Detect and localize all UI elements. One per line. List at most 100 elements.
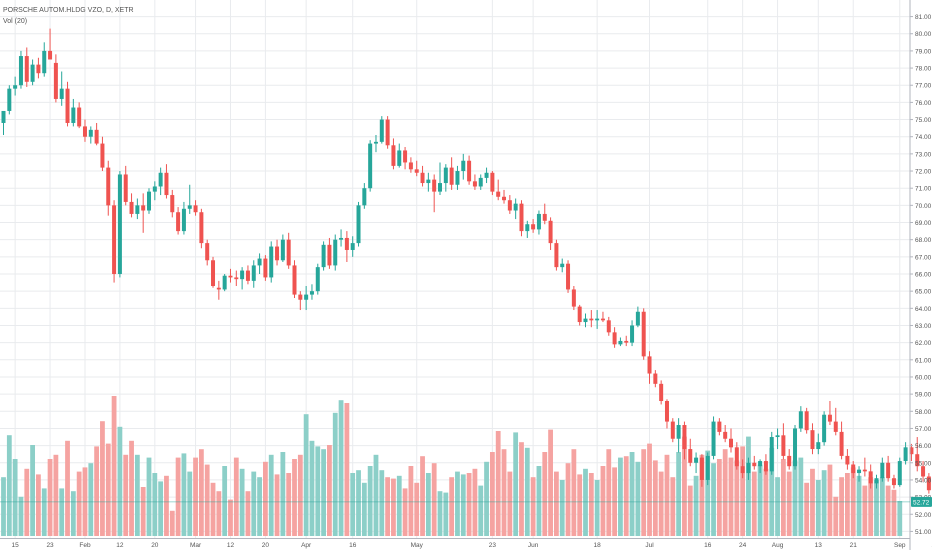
candle <box>415 161 419 176</box>
volume-bar <box>583 469 588 536</box>
candle <box>293 260 297 298</box>
candle-body <box>194 205 198 212</box>
candle-body <box>31 65 35 82</box>
candle-body <box>566 264 570 290</box>
candle <box>508 195 512 214</box>
candle-body <box>124 174 128 201</box>
candle-body <box>25 56 29 82</box>
candle-body <box>269 247 273 278</box>
candle <box>234 271 238 286</box>
volume-bar <box>1 477 6 536</box>
candle-body <box>176 212 180 231</box>
volume-bar <box>106 444 111 536</box>
candle <box>71 99 75 126</box>
candle <box>659 380 663 404</box>
candle <box>595 310 599 329</box>
candle-body <box>112 205 116 274</box>
candle-body <box>415 169 419 172</box>
y-tick-label: 79.00 <box>915 48 932 55</box>
volume-bar <box>129 441 134 536</box>
candle-body <box>287 240 291 266</box>
volume-bar <box>286 473 291 536</box>
candle-body <box>869 471 873 483</box>
volume-bar <box>397 476 402 536</box>
volume-bar <box>490 452 495 536</box>
x-tick-label: 16 <box>349 542 357 549</box>
candle-body <box>426 180 430 183</box>
candle <box>36 58 40 79</box>
x-tick-label: 12 <box>227 542 235 549</box>
candle-body <box>304 295 308 300</box>
volume-bar <box>729 458 734 536</box>
candle-body <box>525 224 529 231</box>
x-tick-label: May <box>411 542 424 549</box>
candle-body <box>36 65 40 74</box>
last-price-label: 52.72 <box>913 499 930 506</box>
volume-bar <box>374 455 379 536</box>
volume-bar <box>531 477 536 536</box>
volume-bar <box>618 458 623 536</box>
candle-body <box>904 447 908 461</box>
candle-body <box>217 288 221 290</box>
y-tick-label: 74.00 <box>915 134 932 141</box>
candle-body <box>560 264 564 267</box>
candle-body <box>263 259 267 278</box>
candle-body <box>351 243 355 250</box>
volume-bar <box>601 466 606 536</box>
x-tick-label: 18 <box>594 542 602 549</box>
volume-bar <box>176 458 181 536</box>
x-tick-label: Apr <box>301 542 312 549</box>
overlay-layer: 52.72 <box>0 497 932 507</box>
candle-body <box>717 422 721 432</box>
candle-body <box>642 312 646 357</box>
volume-indicator-label: Vol (20) <box>3 16 134 27</box>
candle-body <box>618 341 622 344</box>
volume-bar <box>828 465 833 536</box>
volume-bar <box>193 458 198 536</box>
candle-body <box>828 415 832 422</box>
candle-body <box>164 173 168 195</box>
candle <box>514 198 518 219</box>
candle <box>735 442 739 469</box>
candle-body <box>60 89 64 99</box>
candle <box>467 156 471 185</box>
volume-bar <box>275 474 280 536</box>
candle <box>601 312 605 322</box>
candle-body <box>362 188 366 205</box>
candle <box>339 229 343 246</box>
candle-body <box>135 205 139 214</box>
candle <box>164 164 168 198</box>
volume-bar <box>781 459 786 536</box>
candle-body <box>77 108 81 127</box>
y-tick-label: 58.00 <box>915 409 932 416</box>
volume-bar <box>810 469 815 536</box>
candle <box>182 202 186 235</box>
candle <box>421 166 425 187</box>
candle-body <box>7 89 11 111</box>
candle <box>112 200 116 282</box>
candle-body <box>508 200 512 210</box>
volume-bar <box>187 472 192 536</box>
volume-bar <box>548 430 553 536</box>
candle <box>589 310 593 327</box>
candle <box>223 274 227 291</box>
candle <box>618 337 622 346</box>
volume-bar <box>886 486 891 536</box>
candle-body <box>71 108 75 123</box>
candle <box>892 475 896 489</box>
candle-body <box>409 162 413 169</box>
volume-bar <box>577 474 582 536</box>
x-tick-label: 24 <box>739 542 747 549</box>
candle-body <box>514 204 518 211</box>
volume-bar <box>65 441 70 536</box>
candle <box>275 240 279 266</box>
candle-body <box>875 478 879 483</box>
candle <box>525 221 529 238</box>
volume-bar <box>688 486 693 536</box>
symbol-title: PORSCHE AUTOM.HLDG VZO, D, XETR <box>3 5 134 16</box>
candle-body <box>421 173 425 183</box>
candle <box>572 286 576 310</box>
candle <box>130 193 134 217</box>
candle-body <box>153 186 157 191</box>
